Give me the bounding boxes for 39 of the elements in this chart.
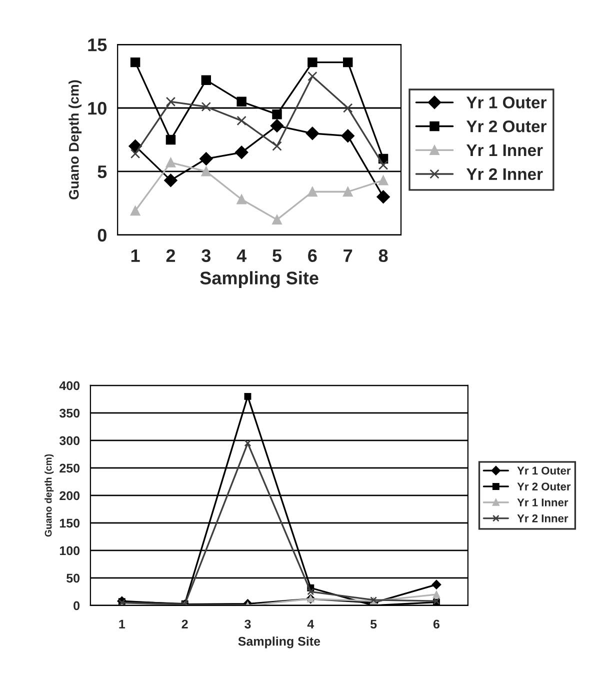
- legend-label: Yr 2 Inner: [517, 514, 568, 522]
- x-tick-label: 1: [119, 620, 126, 628]
- x-tick-label: 6: [308, 249, 317, 262]
- y-tick-label: 150: [60, 518, 80, 528]
- legend-label: Yr 2 Outer: [517, 482, 571, 490]
- x-tick-label: 6: [433, 620, 440, 629]
- x-tick-label: 5: [272, 249, 282, 262]
- x-tick-label: 4: [307, 620, 314, 628]
- y-tick-label: 400: [59, 381, 80, 390]
- y-tick-label: 0: [98, 228, 106, 242]
- x-tick-label: 2: [182, 620, 188, 628]
- x-tick-label: 5: [370, 620, 377, 629]
- legend-label: Yr 1 Outer: [517, 466, 571, 475]
- y-tick-label: 250: [60, 464, 80, 473]
- legend-label: Yr 1 Inner: [517, 498, 568, 506]
- y-tick-label: 15: [88, 38, 107, 52]
- x-tick-label: 3: [244, 620, 251, 629]
- legend-label: Yr 1 Outer: [466, 96, 546, 108]
- x-tick-label: 2: [166, 249, 176, 262]
- x-axis-title: Sampling Site: [238, 636, 320, 648]
- y-tick-label: 300: [59, 436, 80, 446]
- x-axis-title: Sampling Site: [200, 271, 318, 288]
- y-tick-label: 0: [74, 601, 80, 610]
- x-tick-label: 3: [202, 249, 211, 262]
- y-axis-title: Guano depth (cm): [44, 454, 54, 537]
- y-axis-title: Guano Depth (cm): [68, 80, 82, 200]
- y-tick-label: 10: [88, 102, 106, 115]
- legend-label: Yr 2 Inner: [466, 168, 543, 180]
- legend-label: Yr 1 Inner: [466, 144, 543, 156]
- x-tick-label: 1: [131, 249, 140, 262]
- y-tick-label: 100: [60, 546, 80, 556]
- y-tick-label: 5: [98, 166, 107, 178]
- x-tick-label: 4: [236, 249, 246, 262]
- legend-label: Yr 2 Outer: [466, 120, 546, 132]
- x-tick-label: 7: [344, 249, 352, 262]
- y-tick-label: 50: [66, 574, 80, 583]
- y-tick-label: 200: [60, 491, 80, 500]
- x-tick-label: 8: [378, 249, 388, 262]
- y-tick-label: 350: [59, 408, 80, 418]
